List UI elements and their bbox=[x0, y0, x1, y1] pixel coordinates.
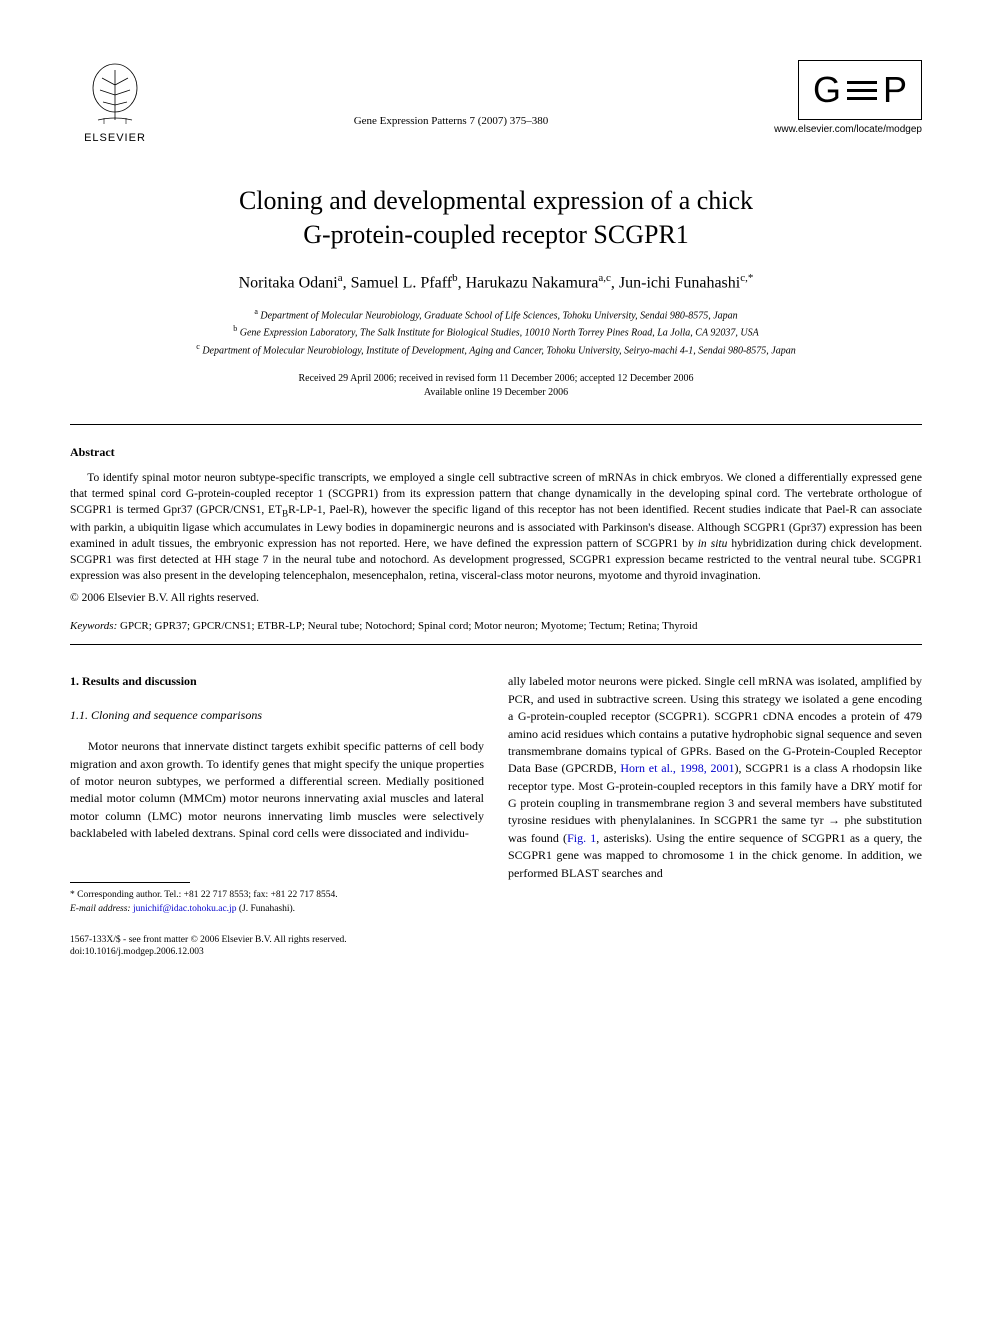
article-dates: Received 29 April 2006; received in revi… bbox=[70, 372, 922, 400]
affiliations: a Department of Molecular Neurobiology, … bbox=[70, 306, 922, 358]
author-4: , Jun-ichi Funahashi bbox=[611, 274, 740, 291]
email-address[interactable]: junichif@idac.tohoku.ac.jp bbox=[133, 904, 236, 914]
affil-a: Department of Molecular Neurobiology, Gr… bbox=[258, 310, 738, 321]
ref-fig1[interactable]: Fig. 1 bbox=[567, 831, 596, 845]
right-column: ally labeled motor neurons were picked. … bbox=[508, 673, 922, 958]
divider-top bbox=[70, 424, 922, 425]
doi-line: doi:10.1016/j.modgep.2006.12.003 bbox=[70, 946, 484, 958]
email-label: E-mail address: bbox=[70, 904, 133, 914]
divider-bottom bbox=[70, 644, 922, 645]
abstract-heading: Abstract bbox=[70, 445, 922, 460]
keywords: Keywords: GPCR; GPR37; GPCR/CNS1; ETBR-L… bbox=[70, 620, 922, 632]
ref-horn[interactable]: Horn et al., 1998, 2001 bbox=[620, 761, 734, 775]
section-1-heading: 1. Results and discussion bbox=[70, 673, 484, 690]
corresp-text: * Corresponding author. Tel.: +81 22 717… bbox=[70, 889, 484, 902]
online-date: Available online 19 December 2006 bbox=[424, 387, 568, 398]
email-line: E-mail address: junichif@idac.tohoku.ac.… bbox=[70, 903, 484, 916]
body-columns: 1. Results and discussion 1.1. Cloning a… bbox=[70, 673, 922, 958]
elsevier-logo: ELSEVIER bbox=[70, 60, 160, 144]
gep-g-letter: G bbox=[813, 69, 841, 111]
author-2: , Samuel L. Pfaff bbox=[343, 274, 452, 291]
authors: Noritaka Odania, Samuel L. Pfaffb, Haruk… bbox=[70, 272, 922, 292]
abstract-text: To identify spinal motor neuron subtype-… bbox=[70, 470, 922, 584]
elsevier-url: www.elsevier.com/locate/modgep bbox=[774, 124, 922, 135]
article-title: Cloning and developmental expression of … bbox=[70, 184, 922, 252]
header-row: ELSEVIER Gene Expression Patterns 7 (200… bbox=[70, 60, 922, 144]
author-1: Noritaka Odani bbox=[239, 274, 338, 291]
elsevier-text: ELSEVIER bbox=[84, 132, 146, 144]
author-4-sup: c,* bbox=[740, 272, 753, 284]
footer-info: 1567-133X/$ - see front matter © 2006 El… bbox=[70, 934, 484, 959]
corresponding-footnote: * Corresponding author. Tel.: +81 22 717… bbox=[70, 889, 484, 916]
left-column: 1. Results and discussion 1.1. Cloning a… bbox=[70, 673, 484, 958]
gep-p-letter: P bbox=[883, 69, 907, 111]
gep-logo: G P bbox=[798, 60, 922, 120]
journal-reference: Gene Expression Patterns 7 (2007) 375–38… bbox=[160, 60, 742, 127]
gep-logo-block: G P www.elsevier.com/locate/modgep bbox=[742, 60, 922, 135]
title-line2: G-protein-coupled receptor SCGPR1 bbox=[303, 220, 689, 249]
email-name: (J. Funahashi). bbox=[236, 904, 295, 914]
issn-line: 1567-133X/$ - see front matter © 2006 El… bbox=[70, 934, 484, 946]
footnote-separator bbox=[70, 882, 190, 883]
affil-b: Gene Expression Laboratory, The Salk Ins… bbox=[237, 328, 758, 339]
keywords-text: GPCR; GPR37; GPCR/CNS1; ETBR-LP; Neural … bbox=[117, 620, 697, 632]
copyright: © 2006 Elsevier B.V. All rights reserved… bbox=[70, 592, 922, 604]
col2-para1: ally labeled motor neurons were picked. … bbox=[508, 673, 922, 882]
abstract-italic: in situ bbox=[698, 538, 728, 550]
author-3: , Harukazu Nakamura bbox=[458, 274, 599, 291]
col1-para1: Motor neurons that innervate distinct ta… bbox=[70, 738, 484, 842]
elsevier-tree-icon bbox=[80, 60, 150, 130]
author-3-sup: a,c bbox=[598, 272, 611, 284]
section-1-1-heading: 1.1. Cloning and sequence comparisons bbox=[70, 707, 484, 724]
affil-c: Department of Molecular Neurobiology, In… bbox=[200, 345, 796, 356]
gep-lines-icon bbox=[847, 81, 877, 100]
received-date: Received 29 April 2006; received in revi… bbox=[298, 373, 693, 384]
title-line1: Cloning and developmental expression of … bbox=[239, 186, 753, 215]
keywords-label: Keywords: bbox=[70, 620, 117, 632]
